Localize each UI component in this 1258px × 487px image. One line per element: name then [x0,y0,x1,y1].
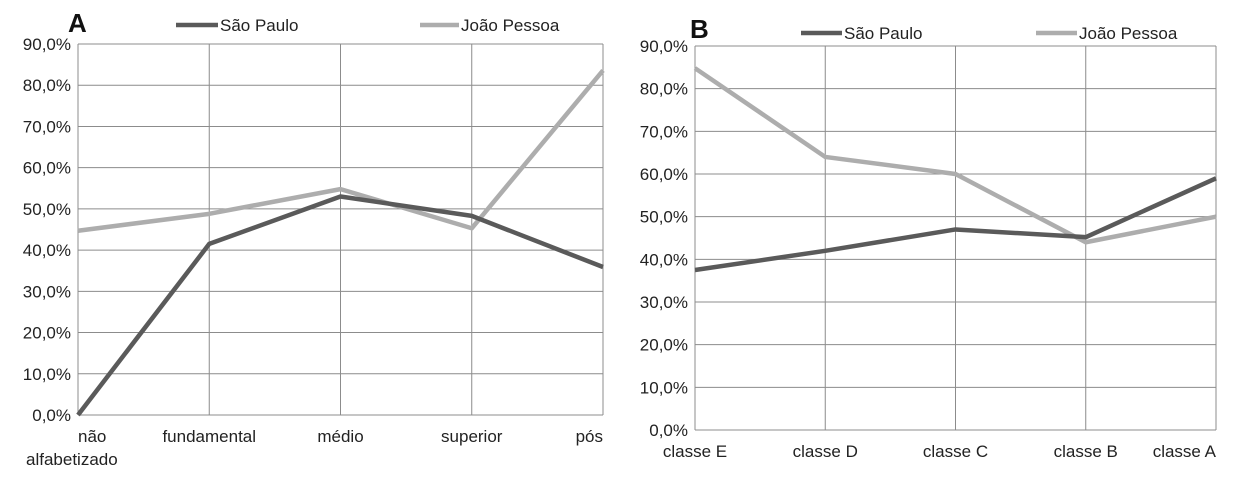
x-tick-label: superior [441,427,503,446]
legend-label: São Paulo [220,16,298,35]
y-tick-label: 30,0% [640,293,688,312]
y-tick-label: 10,0% [640,378,688,397]
x-tick-label: classe B [1054,442,1118,461]
x-tick-label: classe E [663,442,727,461]
legend-label: João Pessoa [461,16,560,35]
y-tick-label: 0,0% [649,421,688,440]
x-tick-label: médio [317,427,363,446]
y-tick-label: 80,0% [640,80,688,99]
x-tick-label: classe A [1153,442,1217,461]
x-tick-label: classe D [793,442,858,461]
y-tick-label: 30,0% [23,282,71,301]
y-tick-label: 50,0% [640,208,688,227]
series-line-s-o-paulo [694,176,1217,273]
y-tick-label: 90,0% [23,35,71,54]
y-tick-label: 70,0% [640,122,688,141]
chart-panel-b: 0,0% 10,0% 20,0% 30,0% 40,0% 50,0% 60,0% 70,0% 8… [640,14,1217,461]
y-tick-label: 80,0% [23,76,71,95]
x-tick-label: classe C [923,442,988,461]
y-tick-label: 20,0% [640,336,688,355]
y-tick-label: 90,0% [640,37,688,56]
series-line-jo-o-pessoa [77,68,605,233]
chart-panel-a: 0,0% 10,0% 20,0% 30,0% 40,0% 50,0% 60,0% 70,0% 8… [23,8,605,469]
y-tick-label: 20,0% [23,324,71,343]
series-line-jo-o-pessoa [693,66,1217,245]
x-tick-label: pós [576,427,603,446]
y-tick-label: 60,0% [23,159,71,178]
x-tick-label: fundamental [162,427,256,446]
y-tick-label: 40,0% [23,241,71,260]
panel-label: A [68,8,87,38]
y-tick-label: 40,0% [640,250,688,269]
y-tick-label: 70,0% [23,117,71,136]
x-tick-label: não alfabetizado [26,427,118,469]
legend-label: São Paulo [844,24,922,43]
panel-label: B [690,14,709,44]
legend-label: João Pessoa [1079,24,1178,43]
y-tick-label: 50,0% [23,200,71,219]
series-line-s-o-paulo [76,194,604,417]
y-tick-label: 0,0% [32,406,71,425]
y-tick-label: 10,0% [23,365,71,384]
y-tick-label: 60,0% [640,165,688,184]
